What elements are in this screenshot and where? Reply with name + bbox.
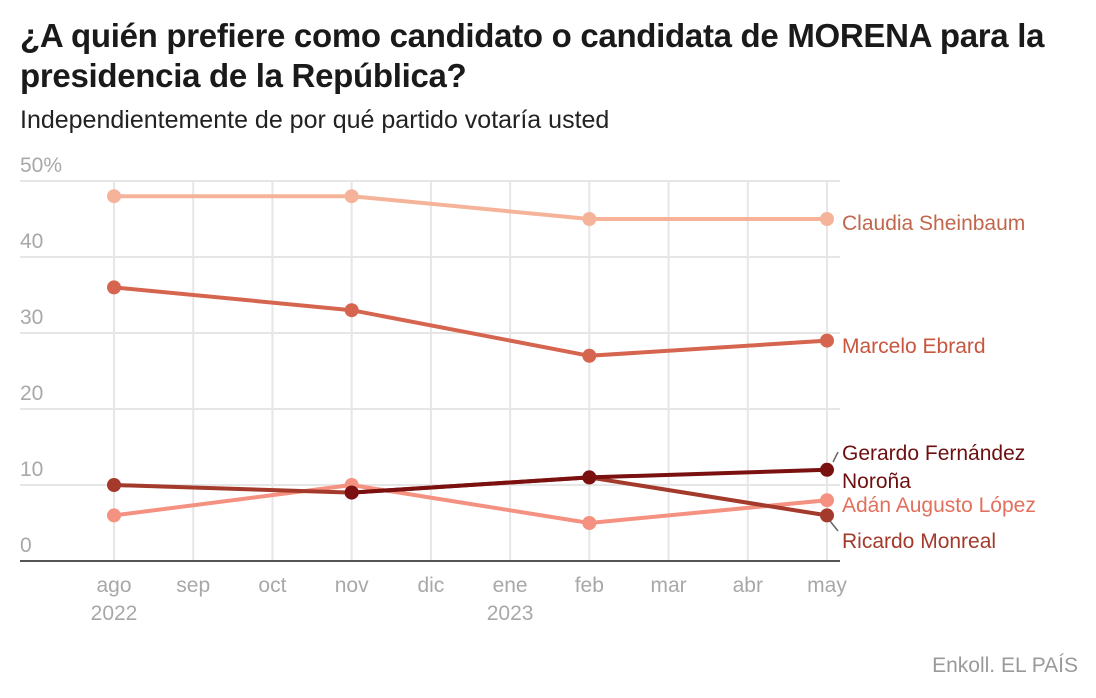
series-ricardo-monreal	[107, 470, 834, 523]
y-tick-label: 40	[20, 230, 43, 253]
axes: 0 10 20 30 40 50% ago sep oct nov dic ene feb mar abr m…	[20, 154, 847, 625]
x-tick-label: oct	[258, 574, 286, 597]
data-point-claudia-sheinbaum	[344, 189, 359, 204]
x-tick-label: may	[807, 574, 847, 597]
y-tick-label: 50%	[20, 154, 62, 177]
grid	[20, 180, 840, 562]
data-point-gerardo-fernandez-norona	[820, 462, 834, 477]
series-label-adan-augusto-lopez: Adán Augusto López	[842, 494, 1036, 517]
data-point-adan-augusto-lopez	[582, 516, 597, 530]
x-tick-label: mar	[650, 574, 686, 597]
data-point-ricardo-monreal	[107, 478, 121, 492]
data-point-gerardo-fernandez-norona	[344, 485, 359, 500]
y-tick-label: 0	[20, 534, 32, 557]
y-tick-label: 10	[20, 458, 43, 481]
x-tick-label: nov	[335, 574, 369, 597]
x-year-label: 2023	[487, 602, 534, 625]
x-tick-label: dic	[417, 574, 444, 597]
label-leader-gerardo-fernandez-norona	[832, 451, 839, 463]
data-point-marcelo-ebrard	[344, 303, 359, 318]
series-label-gerardo-fernandez-norona: Gerardo Fernández Noroña	[842, 442, 1025, 493]
x-tick-label: ago	[96, 574, 131, 597]
chart-title: ¿A quién prefiere como candidato o candi…	[20, 17, 1045, 94]
data-point-gerardo-fernandez-norona	[582, 470, 597, 485]
series-line-adan-augusto-lopez	[112, 483, 829, 525]
x-tick-label: abr	[733, 574, 763, 597]
label-leader-ricardo-monreal	[829, 520, 839, 532]
source-credit: Enkoll. EL PAÍS	[932, 654, 1078, 677]
series-claudia-sheinbaum	[107, 189, 834, 226]
data-point-marcelo-ebrard	[582, 348, 597, 363]
series-line-marcelo-ebrard	[112, 285, 829, 358]
data-point-claudia-sheinbaum	[582, 212, 597, 226]
series-label-claudia-sheinbaum: Claudia Sheinbaum	[842, 212, 1025, 235]
series-gerardo-fernandez-norona	[344, 462, 834, 500]
chart-subtitle: Independientemente de por qué partido vo…	[20, 106, 610, 134]
x-tick-label: ene	[493, 574, 528, 597]
x-tick-label: sep	[176, 574, 210, 597]
data-point-adan-augusto-lopez	[820, 493, 834, 508]
data-point-adan-augusto-lopez	[107, 508, 121, 523]
series-label-ricardo-monreal: Ricardo Monreal	[842, 530, 996, 553]
data-point-claudia-sheinbaum	[107, 189, 121, 204]
series-labels: Claudia Sheinbaum Marcelo Ebrard Adán Augu…	[829, 212, 1036, 553]
y-tick-label: 30	[20, 306, 43, 329]
x-year-label: 2022	[91, 602, 138, 625]
data-point-ricardo-monreal	[820, 508, 834, 523]
series-line-claudia-sheinbaum	[112, 194, 829, 221]
x-tick-label: feb	[575, 574, 604, 597]
data-point-claudia-sheinbaum	[820, 212, 834, 226]
data-point-marcelo-ebrard	[107, 280, 121, 295]
series-layer	[107, 189, 834, 530]
data-point-marcelo-ebrard	[820, 333, 834, 348]
series-label-marcelo-ebrard: Marcelo Ebrard	[842, 335, 986, 358]
series-marcelo-ebrard	[107, 280, 834, 363]
y-tick-label: 20	[20, 382, 43, 405]
